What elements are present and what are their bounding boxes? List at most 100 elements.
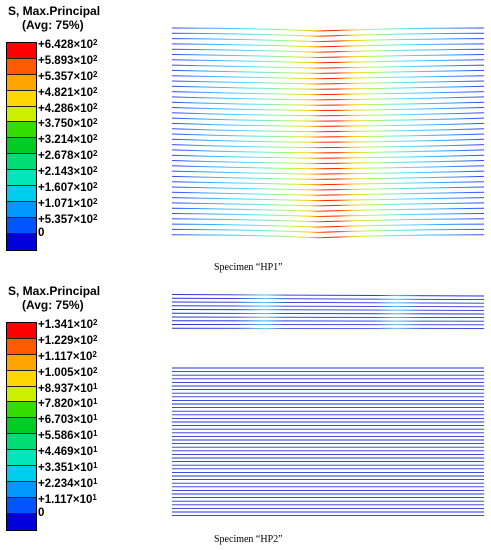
mesh-line (171, 312, 485, 315)
legend-title: S, Max.Principal (Avg: 75%) (8, 284, 100, 312)
legend-label: +1.005×102 (38, 365, 98, 379)
legend-label: +1.117×101 (38, 492, 97, 506)
legend-color-swatch (7, 90, 36, 107)
stress-contour-plot-hp1 (171, 27, 485, 239)
color-legend-labels: +1.341×102 +1.229×102 +1.117×102 +1.005×102… (38, 315, 97, 522)
legend-label: +3.351×101 (38, 461, 98, 475)
mesh-line (171, 218, 485, 223)
legend-color-swatch (7, 233, 36, 250)
mesh-line (171, 107, 485, 112)
color-legend-labels: +6.428×102 +5.893×102 +5.357×102 +4.821×102… (38, 35, 97, 242)
mesh-line (171, 128, 485, 133)
mesh-line (171, 117, 485, 122)
legend-label: +1.607×102 (38, 181, 98, 195)
mesh-line (171, 191, 485, 196)
mesh-line (171, 75, 485, 80)
legend-label: +6.703×101 (38, 413, 98, 427)
legend-label: +1.229×102 (38, 333, 98, 347)
legend-label: +5.357×102 (38, 212, 98, 226)
mesh-line (171, 138, 485, 143)
legend-color-swatch (7, 154, 36, 171)
legend-color-swatch (7, 450, 36, 467)
contour-panel-hp1: S, Max.Principal (Avg: 75%) +6.428×102 +5… (6, 4, 485, 273)
legend-color-swatch (7, 74, 36, 91)
legend-color-swatch (7, 386, 36, 403)
legend-color-swatch (7, 122, 36, 139)
mesh-line (171, 64, 485, 69)
mesh-line (171, 297, 485, 301)
stress-contour-plot-hp2 (171, 294, 485, 517)
legend-title-line1: S, Max.Principal (8, 284, 101, 298)
mesh-line (171, 59, 485, 64)
legend-label: +1.117×102 (38, 349, 97, 363)
mesh-line (171, 38, 485, 43)
legend-color-swatch (7, 186, 36, 202)
color-legend-bar (6, 42, 37, 251)
legend-label: 0 (38, 506, 45, 519)
mesh-line (171, 101, 485, 106)
mesh-line (171, 175, 485, 180)
legend-color-swatch (7, 434, 36, 451)
legend-color-swatch (7, 354, 36, 371)
legend-color-swatch (7, 513, 36, 530)
legend-color-swatch (7, 43, 36, 59)
mesh-line (171, 301, 485, 304)
mesh-line (171, 96, 485, 101)
mesh-line (171, 154, 485, 159)
mesh-line (171, 27, 485, 32)
legend-label: +5.357×102 (38, 69, 98, 83)
legend-label: +3.214×102 (38, 133, 98, 147)
legend-color-swatch (7, 402, 36, 419)
legend-title-line2: (Avg: 75%) (22, 18, 84, 32)
mesh-line (171, 48, 485, 53)
legend-label: +4.821×102 (38, 85, 98, 99)
mesh-line (171, 213, 485, 218)
mesh-line (171, 149, 485, 154)
legend-label: +5.893×102 (38, 53, 98, 67)
legend-color-swatch (7, 170, 36, 187)
legend-color-swatch (7, 201, 36, 218)
mesh-line (171, 112, 485, 117)
legend-title-line1: S, Max.Principal (8, 4, 101, 18)
legend-label: +4.469×101 (38, 445, 98, 459)
mesh-line (171, 228, 485, 233)
mesh-line (171, 91, 485, 96)
mesh-line (171, 69, 485, 74)
mesh-line (171, 309, 485, 311)
legend-label: +4.286×102 (38, 101, 98, 115)
color-legend-bar (6, 322, 37, 531)
legend-title-line2: (Avg: 75%) (22, 298, 84, 312)
mesh-line (171, 122, 485, 127)
mesh-line (171, 316, 485, 319)
legend-label: +5.586×101 (38, 429, 98, 443)
legend-color-swatch (7, 497, 36, 514)
figure-caption: Specimen “HP2” (214, 534, 283, 545)
mesh-line (171, 85, 485, 90)
mesh-line (171, 54, 485, 59)
legend-color-swatch (7, 481, 36, 498)
legend-label: +2.678×102 (38, 149, 98, 163)
legend-title: S, Max.Principal (Avg: 75%) (8, 4, 100, 32)
mesh-line (171, 181, 485, 186)
legend-label: +7.820×101 (38, 397, 98, 411)
mesh-line (171, 80, 485, 85)
mesh-line (171, 170, 485, 175)
legend-color-swatch (7, 370, 36, 387)
mesh-line (171, 223, 485, 228)
mesh-line (171, 234, 485, 239)
mesh-line (171, 305, 485, 308)
legend-color-swatch (7, 58, 36, 75)
legend-color-swatch (7, 338, 36, 355)
legend-label: +1.071×102 (38, 196, 98, 210)
mesh-line (171, 207, 485, 212)
mesh-line (171, 294, 485, 297)
legend-color-swatch (7, 323, 36, 339)
mesh-line (171, 165, 485, 170)
mesh-line (171, 197, 485, 202)
legend-label: +8.937×101 (38, 381, 98, 395)
legend-label: +3.750×102 (38, 117, 98, 131)
legend-label: 0 (38, 226, 45, 239)
mesh-line (171, 186, 485, 191)
legend-color-swatch (7, 418, 36, 435)
legend-color-swatch (7, 138, 36, 155)
